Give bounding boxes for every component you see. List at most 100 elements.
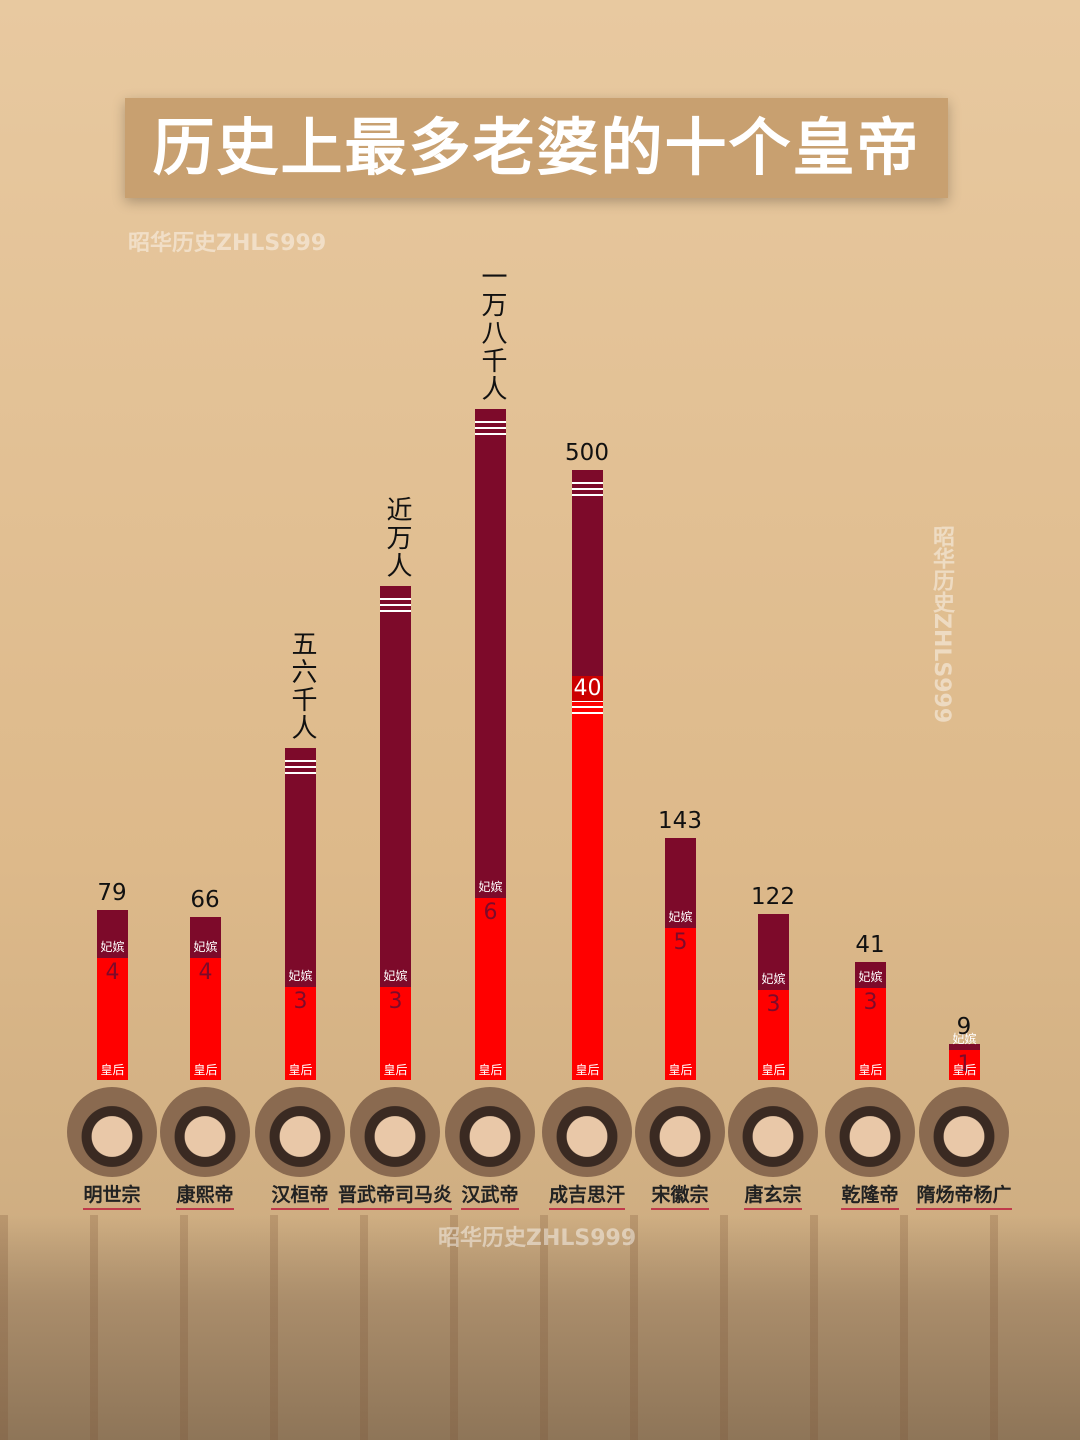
emperor-name: 晋武帝司马炎 [335, 1180, 455, 1210]
empress-label: 皇后 [858, 1063, 883, 1077]
empress-label: 皇后 [100, 1063, 125, 1077]
name-text: 晋武帝司马炎 [337, 1184, 452, 1210]
total-label: 41 [855, 932, 885, 958]
total-label: 9 [956, 1014, 972, 1040]
empress-segment [949, 1050, 980, 1080]
bar-break [475, 427, 506, 429]
empress-segment [665, 928, 696, 1080]
watermark: 昭华历史ZHLS999 [128, 231, 327, 256]
empress-segment [572, 700, 603, 1080]
empress-count: 6 [483, 900, 498, 925]
name-text: 宋徽宗 [651, 1184, 709, 1210]
total-label: 500 [565, 440, 609, 466]
empress-count: 1 [957, 1052, 972, 1077]
empress-label: 皇后 [952, 1063, 977, 1077]
empress-label: 皇后 [288, 1063, 313, 1077]
empress-segment [190, 958, 221, 1080]
empress-count: 5 [673, 930, 688, 955]
bar-break [475, 421, 506, 423]
bar-break [380, 610, 411, 612]
bar: 妃嫔 4 皇后 [190, 917, 221, 1080]
bar: 妃嫔 4 皇后 [97, 910, 128, 1080]
bar: 妃嫔 3 皇后 [380, 586, 411, 1080]
bar: 妃嫔 3 皇后 [758, 914, 789, 1080]
portrait [919, 1087, 1009, 1177]
empress-label: 皇后 [383, 1063, 408, 1077]
portrait [445, 1087, 535, 1177]
bar-break [572, 482, 603, 484]
empress-count: 4 [198, 960, 213, 985]
emperor-name: 宋徽宗 [620, 1180, 740, 1210]
emperor-name: 康熙帝 [145, 1180, 265, 1210]
consort-label: 妃嫔 [952, 1032, 977, 1046]
emperor-name: 成吉思汗 [527, 1180, 647, 1210]
bar-break [572, 700, 603, 702]
empress-segment [285, 987, 316, 1080]
name-text: 成吉思汗 [548, 1184, 625, 1210]
total-label: 五六千人 [287, 630, 317, 742]
empress-segment [97, 958, 128, 1080]
emperor-name: 乾隆帝 [810, 1180, 930, 1210]
empress-count: 4 [105, 960, 120, 985]
empress-label: 皇后 [478, 1063, 503, 1077]
bar-break [572, 494, 603, 496]
bar-break [285, 760, 316, 762]
name-text: 唐玄宗 [744, 1184, 802, 1210]
name-text: 汉武帝 [461, 1184, 519, 1210]
bar: 妃嫔40皇后 [572, 470, 603, 1080]
name-text: 明世宗 [83, 1184, 141, 1210]
empress-count: 3 [293, 989, 308, 1014]
bar-break [572, 706, 603, 708]
portrait [350, 1087, 440, 1177]
name-text: 隋炀帝杨广 [916, 1184, 1012, 1210]
title: 历史上最多老婆的十个皇帝 [125, 98, 948, 198]
total-label: 79 [97, 880, 127, 906]
bar-break [285, 766, 316, 768]
consort-label: 妃嫔 [668, 910, 693, 924]
bar-break [572, 712, 603, 714]
emperor-name: 汉桓帝 [240, 1180, 360, 1210]
total-label: 122 [751, 884, 795, 910]
total-label: 一万八千人 [477, 263, 507, 403]
name-text: 乾隆帝 [841, 1184, 899, 1210]
bar-break [572, 488, 603, 490]
emperor-name: 隋炀帝杨广 [904, 1180, 1024, 1210]
empress-count: 3 [388, 989, 403, 1014]
empress-segment [380, 987, 411, 1080]
consort-label: 妃嫔 [288, 969, 313, 983]
total-label: 近万人 [382, 496, 412, 580]
empress-segment [475, 898, 506, 1080]
emperor-name: 明世宗 [52, 1180, 172, 1210]
consort-label: 妃嫔 [383, 969, 408, 983]
total-label: 66 [190, 887, 220, 913]
consort-label: 妃嫔 [858, 970, 883, 984]
background-painting [0, 1215, 1080, 1440]
bar: 妃嫔 3 皇后 [285, 748, 316, 1080]
watermark: 昭华历史ZHLS999 [438, 1226, 637, 1251]
emperor-name: 汉武帝 [430, 1180, 550, 1210]
bar-break [475, 433, 506, 435]
consort-label: 妃嫔 [100, 940, 125, 954]
bar: 妃嫔 6 皇后 [475, 409, 506, 1080]
empress-count: 3 [766, 992, 781, 1017]
portrait [160, 1087, 250, 1177]
bar-break [285, 772, 316, 774]
bar-break [380, 604, 411, 606]
name-text: 汉桓帝 [271, 1184, 329, 1210]
portrait [542, 1087, 632, 1177]
empress-label: 皇后 [193, 1063, 218, 1077]
bar-break [380, 598, 411, 600]
portrait [635, 1087, 725, 1177]
bar: 妃嫔 1 皇后 [949, 1032, 980, 1080]
bar: 妃嫔 5 皇后 [665, 838, 696, 1080]
total-label: 143 [658, 808, 702, 834]
empress-count: 40 [572, 676, 603, 701]
consort-label: 妃嫔 [193, 940, 218, 954]
name-text: 康熙帝 [176, 1184, 234, 1210]
portrait [825, 1087, 915, 1177]
emperor-name: 唐玄宗 [713, 1180, 833, 1210]
empress-label: 皇后 [668, 1063, 693, 1077]
consort-label: 妃嫔 [478, 880, 503, 894]
empress-segment [855, 988, 886, 1080]
